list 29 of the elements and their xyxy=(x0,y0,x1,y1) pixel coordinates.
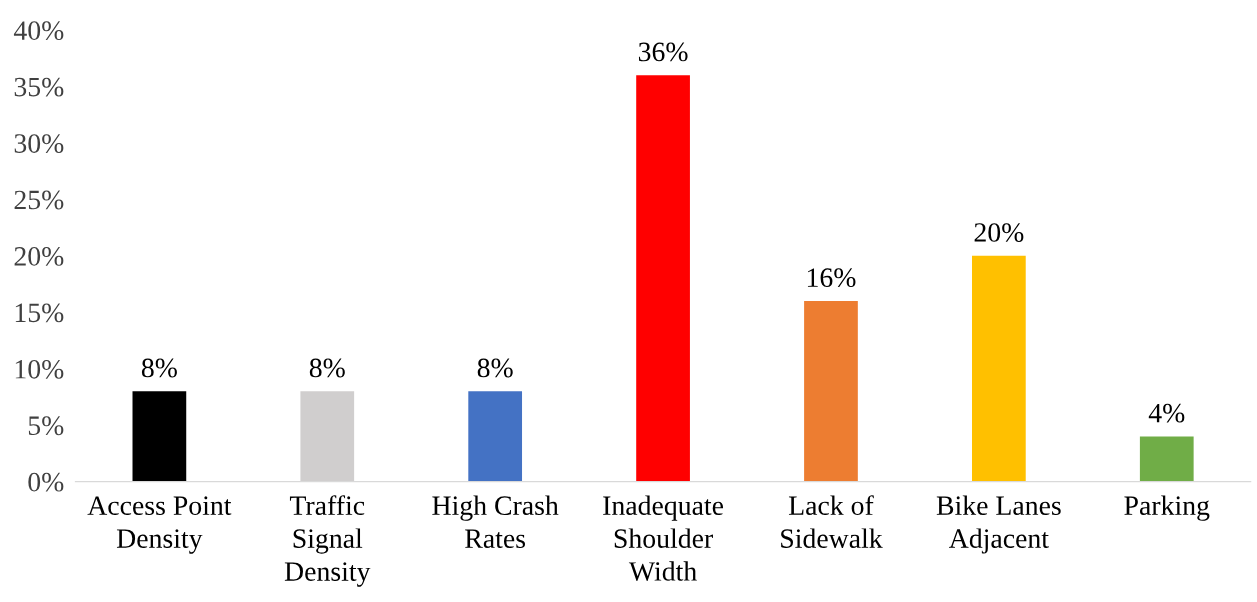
y-tick-label: 10% xyxy=(15,359,64,379)
data-label: 8% xyxy=(141,358,177,378)
y-tick-label: 15% xyxy=(15,303,64,323)
data-label: 16% xyxy=(807,268,856,288)
data-label: 8% xyxy=(477,358,513,378)
data-label: 20% xyxy=(974,223,1024,242)
x-tick-label: Bike Lanes Adjacent xyxy=(936,495,1061,554)
y-tick-label: 40% xyxy=(13,21,64,41)
bar xyxy=(468,391,523,482)
x-tick-label: Parking xyxy=(1124,495,1210,521)
bar xyxy=(132,391,187,482)
data-label: 4% xyxy=(1148,403,1185,423)
x-tick-label: Lack of Sidewalk xyxy=(781,495,883,548)
bar xyxy=(1139,436,1194,482)
bar xyxy=(804,301,858,482)
y-tick-label: 30% xyxy=(14,134,64,153)
x-tick-label: Access Point Density xyxy=(87,496,232,554)
data-label: 36% xyxy=(638,42,688,62)
y-tick-label: 25% xyxy=(14,190,64,210)
y-tick-label: 5% xyxy=(28,416,64,436)
x-tick-label: High Crash Rates xyxy=(432,495,559,549)
y-tick-label: 0% xyxy=(28,472,64,492)
bar xyxy=(636,75,690,482)
x-tick-label: Inadequate Shoulder Width xyxy=(603,495,724,581)
x-tick-label: Traffic Signal Density xyxy=(284,495,371,587)
bar xyxy=(972,255,1026,482)
data-label: 8% xyxy=(309,358,345,378)
y-tick-label: 20% xyxy=(14,247,64,266)
y-tick-label: 35% xyxy=(14,77,64,97)
